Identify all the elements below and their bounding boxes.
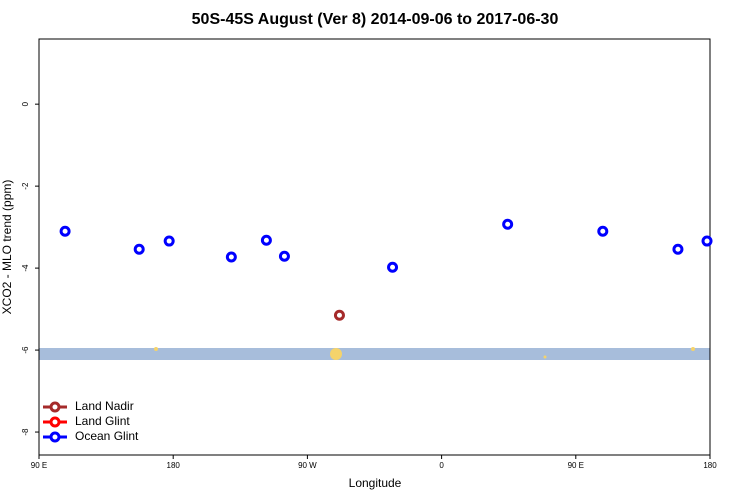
y-tick-label: 0 [21, 101, 30, 106]
chart-title: 50S-45S August (Ver 8) 2014-09-06 to 201… [192, 11, 559, 28]
data-point [701, 235, 713, 247]
x-tick-label: 180 [167, 461, 181, 470]
y-axis-label: XCO2 - MLO trend (ppm) [0, 180, 14, 315]
x-tick-label: 90 W [298, 461, 317, 470]
legend-marker [49, 401, 61, 413]
y-tick-label: -8 [21, 428, 30, 436]
data-point [133, 243, 145, 255]
data-point [597, 225, 609, 237]
x-tick-label: 90 E [31, 461, 47, 470]
y-tick-label: -4 [21, 264, 30, 272]
legend-label: Ocean Glint [75, 429, 139, 443]
land-spot [330, 348, 342, 360]
y-tick-label: -2 [21, 182, 30, 190]
x-tick-label: 0 [439, 461, 444, 470]
data-point [260, 234, 272, 246]
legend-label: Land Glint [75, 414, 130, 428]
data-point [59, 225, 71, 237]
plot-frame [38, 38, 711, 456]
y-tick-label: -6 [21, 346, 30, 354]
data-point [502, 218, 514, 230]
data-point [333, 309, 345, 321]
legend-label: Land Nadir [75, 399, 134, 413]
data-point [672, 243, 684, 255]
legend-marker [49, 431, 61, 443]
data-point [387, 261, 399, 273]
x-tick-label: 180 [703, 461, 717, 470]
legend-marker [49, 416, 61, 428]
land-spot [154, 347, 158, 351]
land-spot [543, 355, 547, 359]
data-point [163, 235, 175, 247]
data-point [278, 250, 290, 262]
surface-band [39, 348, 710, 360]
land-spot [691, 347, 695, 351]
x-axis-label: Longitude [349, 476, 402, 490]
data-point [225, 251, 237, 263]
x-tick-label: 90 E [568, 461, 584, 470]
